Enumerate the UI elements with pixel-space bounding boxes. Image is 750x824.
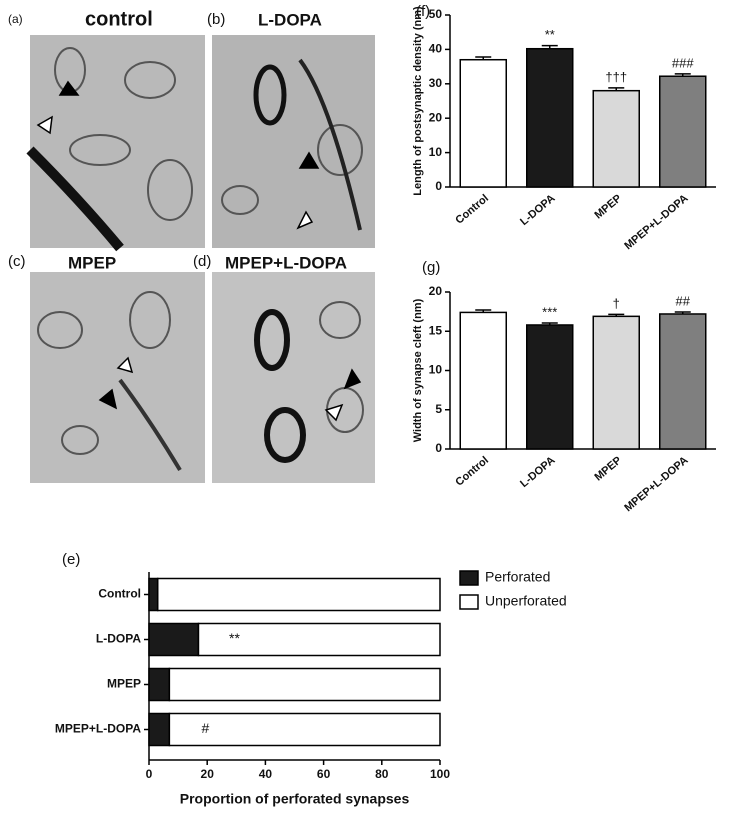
bar-segment (148, 577, 159, 612)
error-bar (475, 56, 492, 60)
micrograph-labels: (a) control (b) L-DOPA (c) MPEP (d) MPEP… (8, 8, 347, 272)
micrograph (212, 35, 375, 248)
panel-letter: (e) (62, 551, 80, 568)
arrowheads (36, 80, 362, 422)
panel-letter: (g) (422, 259, 440, 276)
bar-segment (148, 622, 200, 657)
legend-swatch (459, 570, 479, 586)
significance-label: ## (676, 293, 691, 308)
y-tick-label: 0 (435, 179, 442, 193)
error-bar (674, 311, 691, 314)
bar-segment (168, 712, 441, 747)
micrograph (212, 272, 375, 483)
x-tick-label: 80 (375, 767, 389, 781)
micrograph-images (26, 35, 375, 483)
panel-label: control (85, 8, 153, 30)
y-tick-label: 5 (435, 402, 442, 416)
bar (659, 75, 707, 188)
y-tick-label: 0 (435, 441, 442, 455)
x-tick-label: MPEP+L-DOPA (622, 192, 690, 252)
panel-letter: (d) (193, 253, 211, 270)
bar (459, 311, 507, 450)
significance-label: † (613, 296, 620, 311)
y-tick-label: 20 (429, 110, 443, 124)
significance-label: ††† (605, 69, 627, 84)
bar (659, 313, 707, 450)
bar (592, 89, 640, 188)
error-bar (475, 309, 492, 313)
panel-label: MPEP (68, 253, 116, 272)
x-tick-label: 20 (201, 767, 215, 781)
x-tick-label: 100 (430, 767, 450, 781)
bar-segment (148, 667, 171, 702)
micrograph (30, 35, 205, 248)
texture (26, 47, 364, 472)
x-tick-label: MPEP+L-DOPA (622, 454, 690, 514)
y-axis-label: Width of synapse cleft (nm) (412, 298, 424, 442)
significance-label: ** (229, 630, 240, 646)
x-tick-label: 40 (259, 767, 273, 781)
panel-label: L-DOPA (258, 10, 322, 29)
y-tick-label: L-DOPA (96, 632, 141, 646)
y-tick-label: MPEP (107, 677, 141, 691)
bar (526, 47, 574, 188)
legend-label: Unperforated (485, 593, 567, 609)
y-tick-label: 30 (429, 76, 443, 90)
x-tick-label: MPEP (592, 454, 624, 483)
y-tick-label: 20 (429, 284, 443, 298)
significance-label: # (201, 720, 209, 736)
error-bar (541, 322, 558, 325)
x-tick-label: L-DOPA (518, 454, 557, 490)
x-tick-label: 0 (146, 767, 153, 781)
x-tick-label: L-DOPA (518, 192, 557, 228)
bar-segment (168, 667, 441, 702)
y-tick-label: MPEP+L-DOPA (55, 722, 141, 736)
error-bar (541, 44, 558, 49)
x-tick-label: Control (453, 454, 491, 488)
y-tick-label: 50 (429, 7, 443, 21)
y-tick-label: 40 (429, 42, 443, 56)
bar-segment (156, 577, 441, 612)
y-tick-label: 10 (429, 363, 443, 377)
panel-letter: (f) (416, 3, 430, 20)
bar-segment (148, 712, 171, 747)
significance-label: ### (672, 55, 694, 70)
micrograph (30, 272, 205, 483)
y-tick-label: Control (98, 587, 141, 601)
error-bar (608, 87, 625, 91)
panel-label: MPEP+L-DOPA (225, 253, 347, 272)
panel-letter: (b) (207, 11, 225, 28)
error-bar (674, 73, 691, 77)
bar (592, 315, 640, 450)
x-tick-label: MPEP (592, 192, 624, 221)
panel-letter: (c) (8, 253, 26, 270)
y-axis-label: Length of postsynaptic density (nm) (412, 6, 424, 196)
y-tick-label: 10 (429, 145, 443, 159)
bar (459, 58, 507, 188)
error-bar (608, 313, 625, 317)
bar (526, 324, 574, 450)
x-tick-label: Control (453, 192, 491, 226)
x-tick-label: 60 (317, 767, 331, 781)
panel-letter: (a) (8, 12, 23, 26)
significance-label: *** (542, 304, 557, 319)
x-axis-label: Proportion of perforated synapses (180, 791, 410, 807)
bar-segment (197, 622, 441, 657)
y-tick-label: 15 (429, 323, 443, 337)
legend-swatch (459, 594, 479, 610)
significance-label: ** (545, 27, 555, 42)
legend-label: Perforated (485, 569, 550, 585)
